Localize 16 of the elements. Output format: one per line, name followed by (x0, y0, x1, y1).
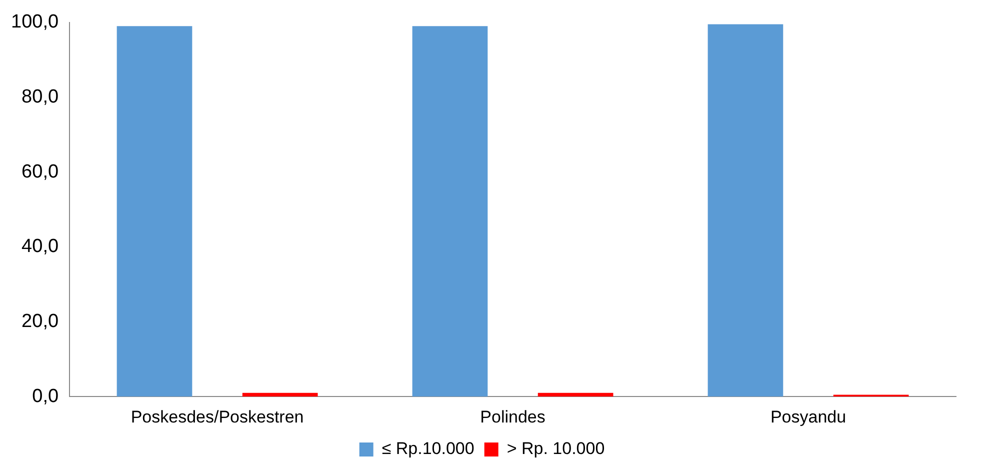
bar (538, 392, 614, 397)
legend-label: > Rp. 10.000 (506, 439, 605, 458)
x-tick-label: Polindes (480, 407, 546, 426)
y-tick-label: 60,0 (22, 161, 59, 182)
bar (412, 26, 488, 397)
y-tick-label: 40,0 (22, 236, 59, 258)
y-tick-label: 0,0 (32, 386, 59, 407)
x-tick-label: Posyandu (770, 407, 846, 426)
legend-label: ≤ Rp.10.000 (382, 439, 474, 458)
bar (116, 26, 192, 397)
y-tick-label: 80,0 (22, 86, 59, 108)
y-tick-label: 20,0 (22, 310, 59, 332)
x-tick-label: Poskesdes/Poskestren (130, 407, 304, 426)
bar (708, 24, 784, 397)
bar (242, 392, 318, 397)
y-tick-label: 100,0 (11, 12, 59, 33)
